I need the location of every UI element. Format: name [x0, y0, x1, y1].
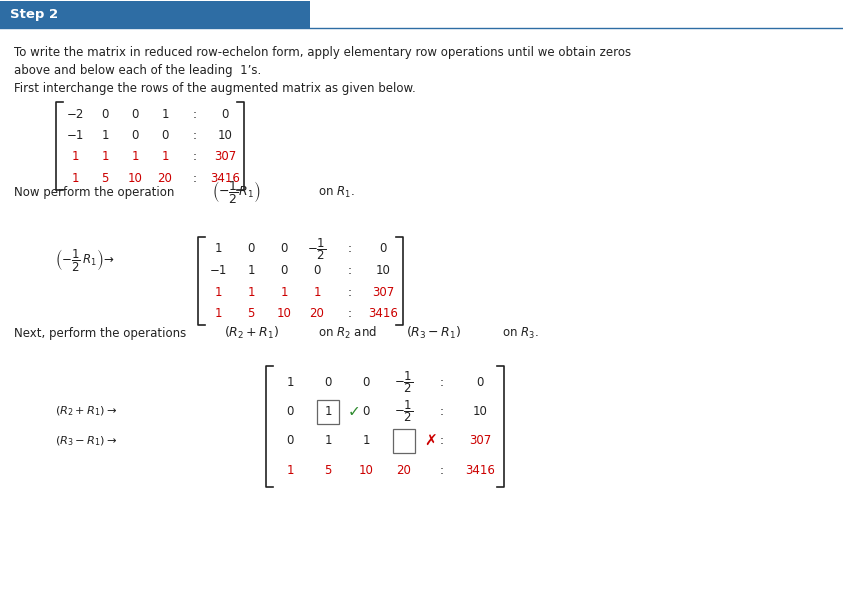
Text: :: :: [193, 107, 197, 121]
Text: 1: 1: [280, 285, 287, 299]
Text: 1: 1: [214, 307, 222, 320]
Text: :: :: [193, 172, 197, 185]
Text: 5: 5: [247, 307, 255, 320]
Text: 1: 1: [247, 264, 255, 277]
Text: 1: 1: [132, 150, 139, 164]
Text: 5: 5: [325, 464, 331, 477]
Text: :: :: [193, 150, 197, 164]
Text: 0: 0: [101, 107, 109, 121]
Text: on $R_2$ and: on $R_2$ and: [318, 325, 377, 341]
Text: 0: 0: [287, 405, 293, 418]
Text: 20: 20: [158, 172, 173, 185]
Text: 0: 0: [325, 376, 331, 388]
Text: $\left(R_3 - R_1\right)$: $\left(R_3 - R_1\right)$: [406, 325, 461, 341]
Text: −1: −1: [67, 129, 83, 142]
Text: 0: 0: [362, 376, 370, 388]
Text: 1: 1: [72, 150, 78, 164]
Text: 0: 0: [222, 107, 228, 121]
Text: 1: 1: [72, 172, 78, 185]
Text: above and below each of the leading  1’s.: above and below each of the leading 1’s.: [14, 64, 261, 77]
Text: 3416: 3416: [465, 464, 495, 477]
Text: $(R_2 + R_1)\rightarrow$: $(R_2 + R_1)\rightarrow$: [55, 405, 117, 418]
Text: −2: −2: [67, 107, 83, 121]
Text: :: :: [348, 264, 352, 277]
Text: $-\dfrac{1}{2}$: $-\dfrac{1}{2}$: [395, 369, 414, 395]
Text: 307: 307: [469, 435, 491, 447]
Text: 10: 10: [358, 464, 373, 477]
Text: 1: 1: [325, 435, 332, 447]
Text: −1: −1: [209, 264, 227, 277]
Text: 1: 1: [161, 150, 169, 164]
Text: 1: 1: [247, 285, 255, 299]
Text: $\left(R_2 + R_1\right)$: $\left(R_2 + R_1\right)$: [224, 325, 279, 341]
Text: 10: 10: [473, 405, 487, 418]
Text: :: :: [348, 307, 352, 320]
Text: $\left(-\dfrac{1}{2}R_1\right)$: $\left(-\dfrac{1}{2}R_1\right)$: [212, 179, 260, 205]
Text: 10: 10: [127, 172, 142, 185]
Text: 0: 0: [287, 435, 293, 447]
Text: ✓: ✓: [348, 404, 361, 419]
Text: 1: 1: [214, 285, 222, 299]
Text: $(R_3 - R_1)\rightarrow$: $(R_3 - R_1)\rightarrow$: [55, 435, 117, 448]
Text: 1: 1: [101, 150, 109, 164]
Text: 1: 1: [214, 242, 222, 256]
Text: :: :: [440, 464, 444, 477]
Text: 0: 0: [314, 264, 320, 277]
Text: 0: 0: [379, 242, 387, 256]
Text: 1: 1: [101, 129, 109, 142]
Text: :: :: [193, 129, 197, 142]
Text: 1: 1: [362, 435, 370, 447]
Text: To write the matrix in reduced row-echelon form, apply elementary row operations: To write the matrix in reduced row-echel…: [14, 46, 631, 59]
Text: 0: 0: [161, 129, 169, 142]
Text: 0: 0: [476, 376, 484, 388]
Text: Next, perform the operations: Next, perform the operations: [14, 327, 186, 339]
Text: 0: 0: [281, 242, 287, 256]
Text: :: :: [348, 242, 352, 256]
Text: 3416: 3416: [368, 307, 398, 320]
Text: 10: 10: [217, 129, 233, 142]
Text: Now perform the operation: Now perform the operation: [14, 185, 175, 199]
Text: $-\dfrac{1}{2}$: $-\dfrac{1}{2}$: [395, 399, 414, 424]
Text: $-\dfrac{1}{2}$: $-\dfrac{1}{2}$: [308, 236, 326, 262]
Text: 10: 10: [277, 307, 292, 320]
Text: 10: 10: [376, 264, 390, 277]
Text: 1: 1: [314, 285, 320, 299]
Text: 1: 1: [161, 107, 169, 121]
Text: Step 2: Step 2: [10, 8, 58, 21]
Text: $\left(-\dfrac{1}{2}\,R_1\right)\!\rightarrow$: $\left(-\dfrac{1}{2}\,R_1\right)\!\right…: [55, 247, 115, 273]
Text: :: :: [440, 376, 444, 388]
Text: 1: 1: [287, 464, 293, 477]
Text: 20: 20: [309, 307, 325, 320]
Text: 0: 0: [247, 242, 255, 256]
Text: 0: 0: [362, 405, 370, 418]
Text: 0: 0: [132, 129, 139, 142]
Text: 0: 0: [132, 107, 139, 121]
Text: :: :: [348, 285, 352, 299]
Text: First interchange the rows of the augmented matrix as given below.: First interchange the rows of the augmen…: [14, 82, 416, 95]
Text: 1: 1: [325, 405, 332, 418]
Text: 5: 5: [101, 172, 109, 185]
Text: on $R_1$.: on $R_1$.: [318, 184, 355, 199]
Text: 3416: 3416: [210, 172, 240, 185]
Text: on $R_3$.: on $R_3$.: [502, 325, 539, 341]
Text: :: :: [440, 435, 444, 447]
Text: 0: 0: [281, 264, 287, 277]
Text: :: :: [440, 405, 444, 418]
Text: 20: 20: [396, 464, 411, 477]
Text: 307: 307: [214, 150, 236, 164]
Text: ✗: ✗: [424, 433, 437, 448]
FancyBboxPatch shape: [0, 1, 310, 28]
Text: 307: 307: [372, 285, 395, 299]
Text: 1: 1: [287, 376, 293, 388]
